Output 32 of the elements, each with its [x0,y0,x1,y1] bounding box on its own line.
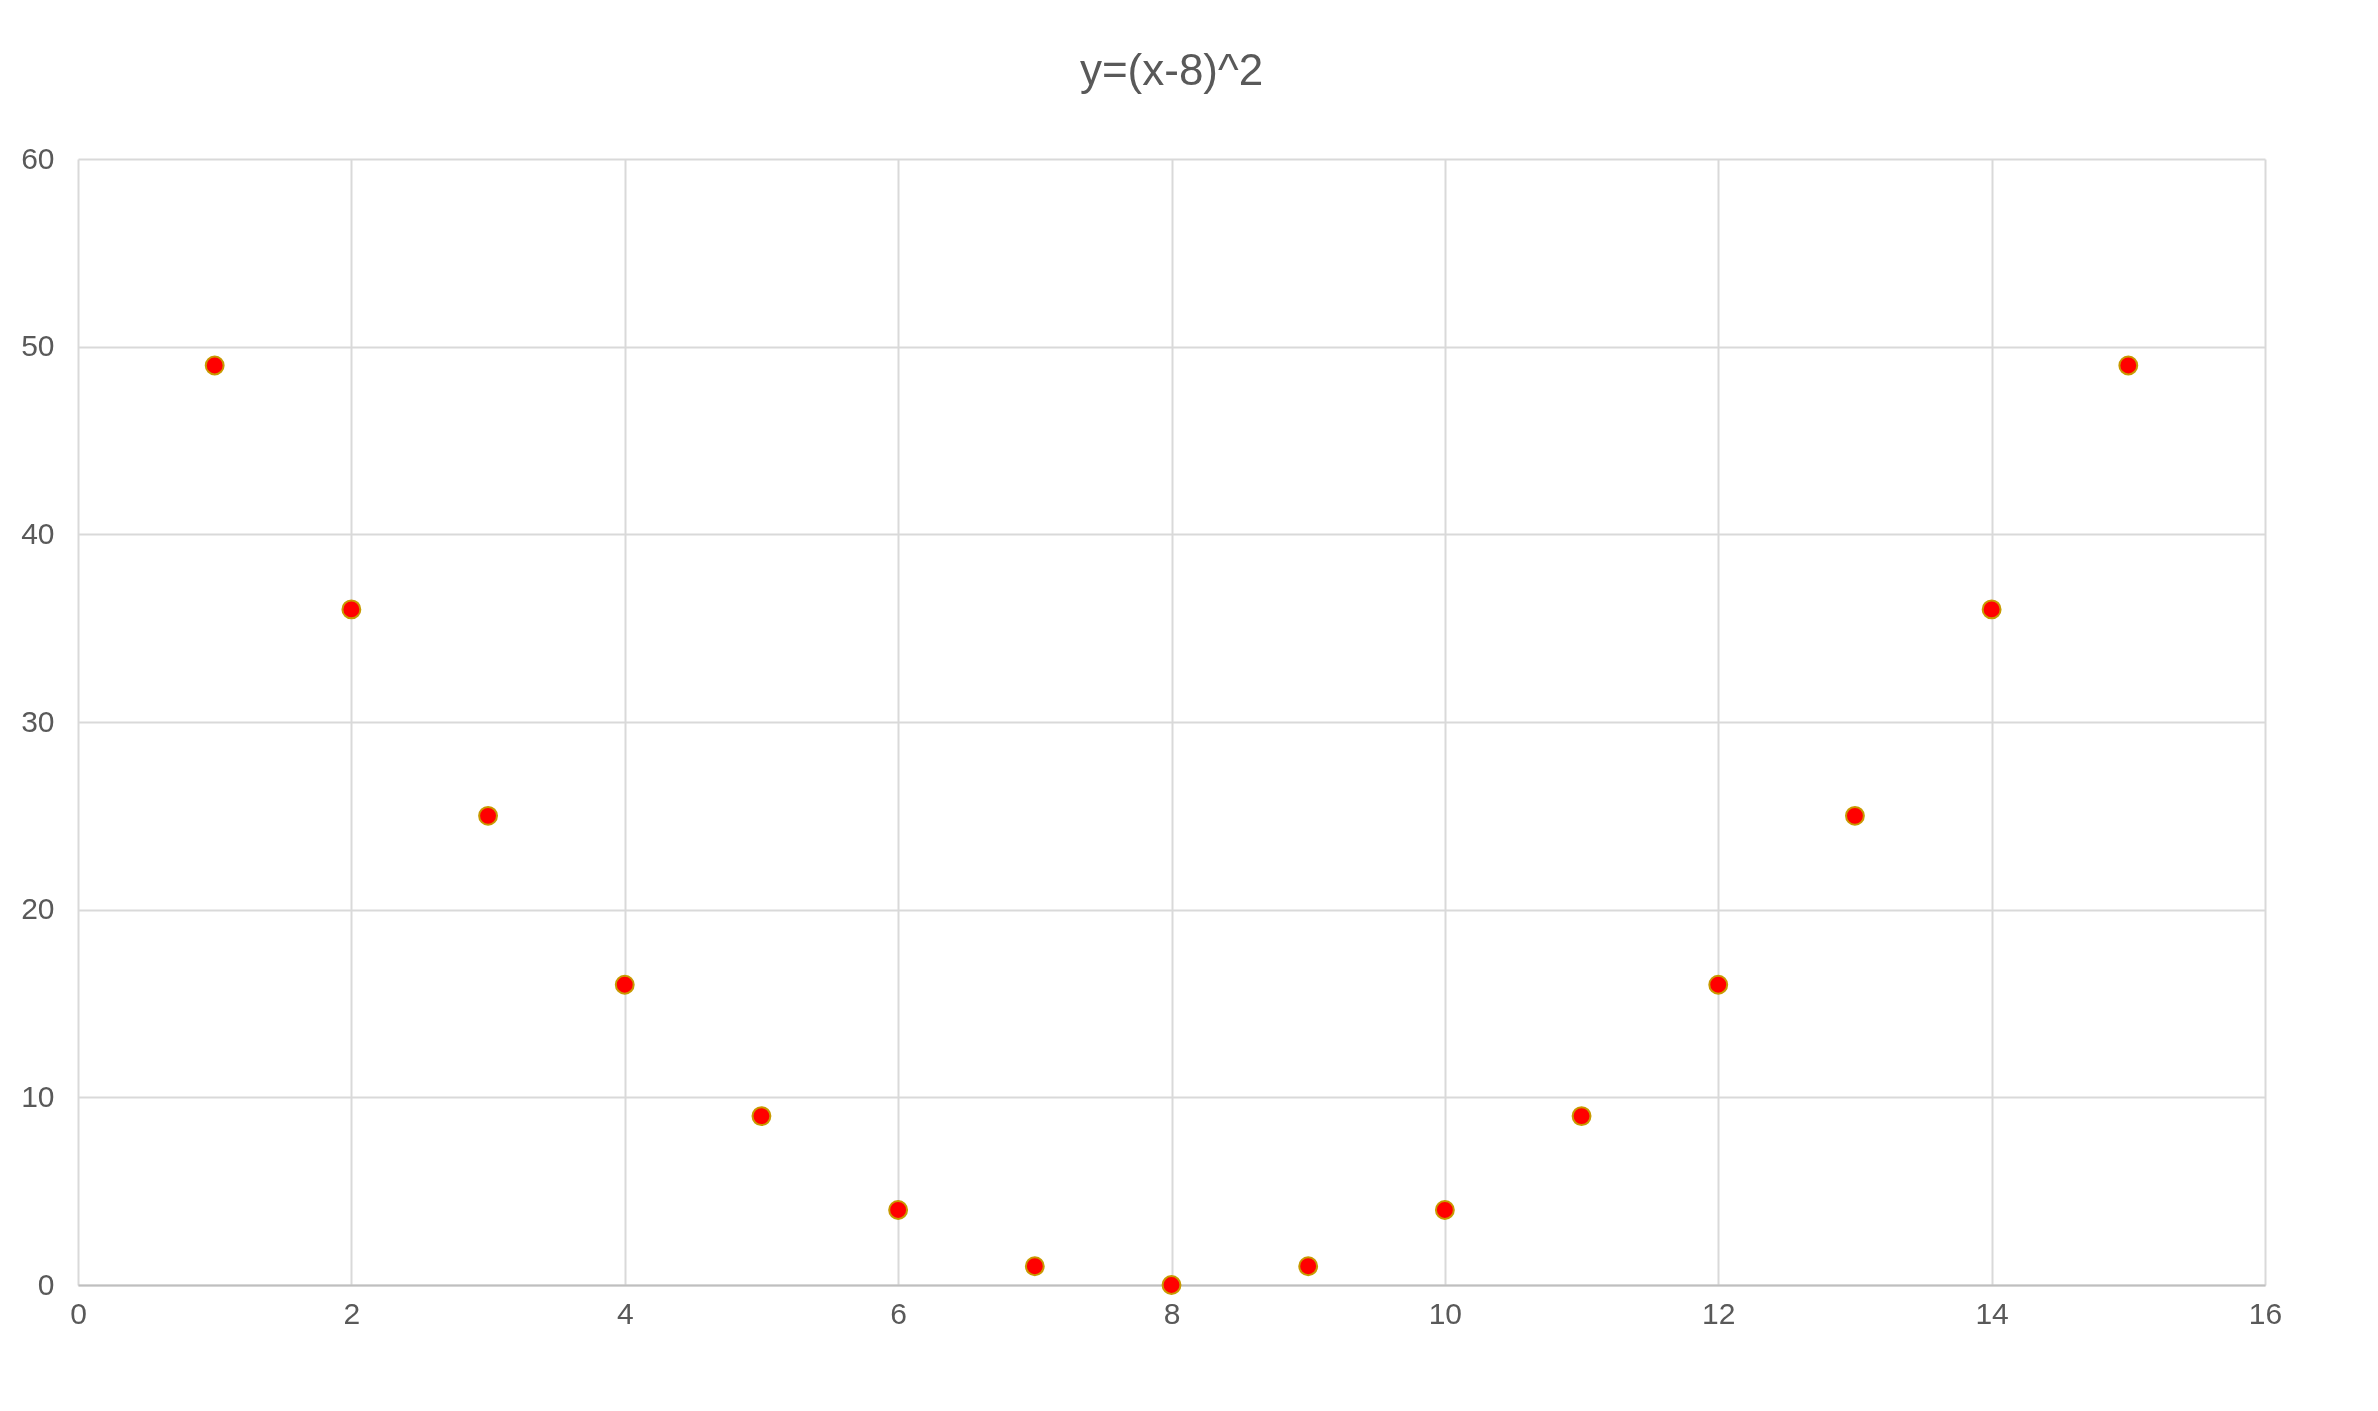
x-tick-label: 2 [343,1296,361,1330]
y-tick-label: 50 [21,329,55,363]
y-tick-label: 60 [21,141,55,175]
y-tick-label: 20 [21,892,55,926]
y-tick-label: 10 [21,1079,55,1113]
point [1024,1256,1045,1277]
x-tick-label: 0 [70,1296,87,1330]
point [204,355,225,376]
point [888,1200,909,1220]
y-tick-label: 30 [21,704,55,738]
point [1298,1256,1319,1277]
x-tick-label: 4 [616,1296,634,1330]
y-tick-label: 40 [21,516,55,550]
x-tick-label: 6 [890,1296,907,1330]
x-tick-label: 8 [1163,1296,1181,1330]
point [1708,974,1729,995]
point [341,599,362,620]
x-tick-label: 10 [1428,1296,1463,1330]
point [1844,805,1865,826]
x-tick-label: 12 [1702,1296,1736,1330]
x-tick-label: 14 [1975,1296,2009,1330]
chart-title: y=(x-8)^2 [1079,45,1264,94]
x-tick-label: 16 [2248,1296,2283,1330]
point [751,1106,772,1127]
point [614,974,635,995]
point [1434,1200,1455,1220]
y-tick-label: 0 [37,1267,55,1301]
point [1571,1106,1592,1127]
point [1981,599,2002,620]
point [1161,1275,1182,1295]
point [478,805,499,826]
point [2118,355,2139,376]
